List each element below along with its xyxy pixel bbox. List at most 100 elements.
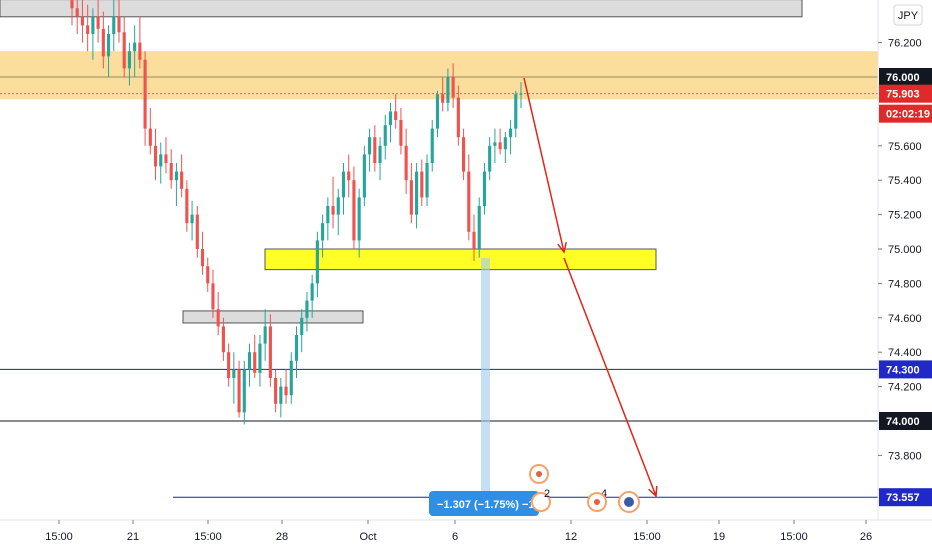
- candle[interactable]: [456, 97, 460, 138]
- candle[interactable]: [404, 145, 408, 181]
- candle[interactable]: [300, 317, 304, 335]
- candle[interactable]: [362, 154, 366, 198]
- candle[interactable]: [206, 266, 210, 284]
- candle[interactable]: [253, 352, 257, 373]
- candle[interactable]: [441, 94, 445, 103]
- candle[interactable]: [138, 42, 142, 60]
- candle[interactable]: [200, 249, 205, 267]
- candle[interactable]: [409, 180, 413, 215]
- candle[interactable]: [326, 206, 330, 224]
- candle[interactable]: [420, 171, 424, 198]
- candle[interactable]: [101, 28, 105, 57]
- candle[interactable]: [133, 42, 137, 52]
- candle[interactable]: [514, 94, 518, 129]
- candle[interactable]: [96, 16, 100, 29]
- candle[interactable]: [388, 111, 393, 126]
- candle[interactable]: [174, 171, 178, 181]
- candle[interactable]: [477, 206, 481, 249]
- candle[interactable]: [294, 335, 299, 361]
- projection-arrow-1[interactable]: [523, 77, 565, 253]
- candle[interactable]: [284, 386, 288, 396]
- candle[interactable]: [415, 171, 419, 215]
- candle[interactable]: [368, 137, 372, 155]
- candle[interactable]: [446, 77, 450, 103]
- candle[interactable]: [127, 51, 131, 69]
- candle[interactable]: [503, 137, 507, 150]
- candle[interactable]: [493, 142, 497, 146]
- candle[interactable]: [373, 137, 377, 163]
- candle[interactable]: [519, 93, 523, 95]
- candle[interactable]: [279, 386, 283, 404]
- candle[interactable]: [357, 197, 361, 241]
- candle[interactable]: [86, 25, 90, 34]
- candle[interactable]: [482, 171, 487, 206]
- candle[interactable]: [153, 145, 158, 167]
- candle[interactable]: [211, 283, 215, 310]
- candle[interactable]: [331, 206, 335, 215]
- candle[interactable]: [268, 326, 272, 378]
- candle[interactable]: [315, 240, 319, 284]
- candle[interactable]: [451, 77, 455, 98]
- event-marker-group[interactable]: [531, 492, 551, 512]
- candle[interactable]: [112, 16, 116, 34]
- candle[interactable]: [508, 128, 513, 138]
- candle[interactable]: [221, 326, 225, 353]
- candle[interactable]: [242, 369, 246, 413]
- candle[interactable]: [106, 34, 111, 57]
- candle[interactable]: [347, 171, 351, 181]
- candle[interactable]: [341, 171, 346, 198]
- candle[interactable]: [305, 300, 309, 318]
- candle[interactable]: [247, 352, 252, 370]
- candle[interactable]: [394, 111, 398, 120]
- candle[interactable]: [310, 283, 314, 301]
- candle[interactable]: [148, 128, 152, 146]
- candle[interactable]: [430, 128, 434, 163]
- candle[interactable]: [80, 16, 85, 26]
- candle[interactable]: [435, 94, 440, 129]
- candle[interactable]: [216, 309, 220, 327]
- candle[interactable]: [195, 214, 199, 249]
- candle[interactable]: [336, 197, 340, 215]
- candle[interactable]: [263, 326, 267, 344]
- candle[interactable]: [143, 59, 147, 129]
- candle[interactable]: [232, 369, 236, 378]
- candle[interactable]: [488, 145, 492, 172]
- candle[interactable]: [75, 8, 79, 17]
- price-scale[interactable]: 73.800 74.200 74.400 74.600 74.800 75.000 75.2…: [878, 38, 922, 463]
- candle[interactable]: [159, 154, 163, 167]
- currency-badge-box[interactable]: [893, 4, 923, 26]
- zone-lower-range[interactable]: [182, 310, 364, 324]
- candle[interactable]: [383, 125, 387, 146]
- candle[interactable]: [274, 378, 278, 404]
- candle[interactable]: [164, 154, 168, 163]
- candle[interactable]: [321, 223, 325, 241]
- candle[interactable]: [117, 16, 121, 33]
- candle[interactable]: [227, 352, 231, 378]
- time-scale[interactable]: 15:00 21 15:00 28 Oct 6 12 15:00 19 15:00 26: [45, 520, 872, 543]
- candle[interactable]: [185, 188, 189, 224]
- candle[interactable]: [190, 214, 194, 224]
- candle[interactable]: [462, 137, 466, 172]
- event-markers[interactable]: 2 4: [529, 464, 640, 513]
- candle[interactable]: [472, 231, 476, 249]
- zone-upper-range[interactable]: [0, 0, 803, 18]
- candle[interactable]: [352, 180, 356, 241]
- candle[interactable]: [498, 142, 502, 150]
- projection-arrow-2[interactable]: [563, 257, 657, 497]
- candle[interactable]: [122, 32, 126, 69]
- candle[interactable]: [70, 0, 74, 9]
- candle[interactable]: [237, 369, 241, 413]
- measure-tool[interactable]: −1.307 (−1.75%) −130.7: [429, 491, 556, 516]
- candle[interactable]: [258, 343, 262, 373]
- candle[interactable]: [289, 360, 293, 396]
- candle[interactable]: [180, 171, 184, 189]
- zone-resistance[interactable]: [0, 51, 878, 100]
- candle[interactable]: [399, 120, 403, 146]
- candle[interactable]: [378, 145, 382, 163]
- candle[interactable]: [425, 163, 429, 198]
- candle[interactable]: [91, 16, 95, 34]
- candle[interactable]: [169, 163, 173, 181]
- candle[interactable]: [467, 171, 471, 232]
- zone-support[interactable]: [264, 248, 657, 271]
